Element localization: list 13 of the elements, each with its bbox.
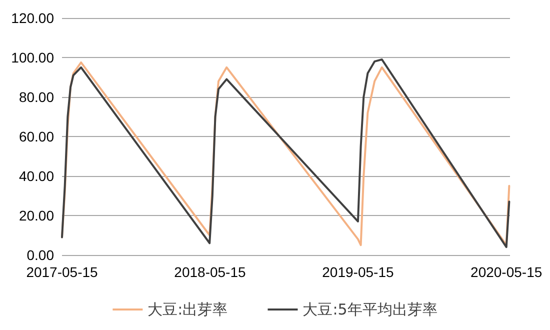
y-tick-label: 80.00 <box>18 89 54 105</box>
y-tick-label: 60.00 <box>18 128 54 144</box>
y-tick-label: 20.00 <box>18 208 54 224</box>
x-tick-label: 2017-05-15 <box>26 264 98 280</box>
legend-label: 大豆:出芽率 <box>148 300 228 318</box>
legend-label: 大豆:5年平均出芽率 <box>302 300 438 318</box>
x-tick-label: 2019-05-15 <box>322 264 394 280</box>
y-tick-label: 120.00 <box>11 10 54 26</box>
y-tick-label: 40.00 <box>18 168 54 184</box>
y-tick-label: 100.00 <box>11 50 54 66</box>
y-tick-label: 0.00 <box>26 247 54 263</box>
x-tick-label: 2018-05-15 <box>174 264 246 280</box>
x-tick-label: 2020-05-15 <box>470 264 542 280</box>
